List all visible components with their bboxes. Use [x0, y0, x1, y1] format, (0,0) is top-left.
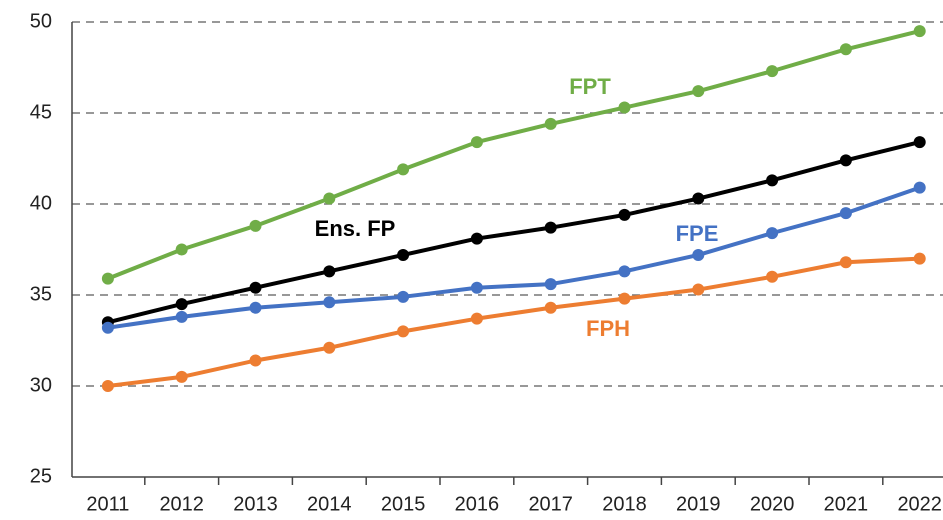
- data-point: [839, 207, 852, 220]
- data-point: [175, 370, 188, 383]
- x-tick-label: 2014: [307, 493, 352, 515]
- x-tick-label: 2021: [824, 493, 869, 515]
- data-point: [544, 301, 557, 314]
- data-point: [397, 325, 410, 338]
- data-point: [249, 354, 262, 367]
- series-line: [107, 140, 921, 325]
- data-point: [470, 136, 483, 149]
- x-tick-label: 2019: [676, 493, 721, 515]
- data-point: [839, 154, 852, 167]
- data-point: [839, 256, 852, 269]
- data-point: [175, 310, 188, 323]
- y-tick-label: 40: [30, 192, 52, 214]
- y-tick-label: 35: [30, 283, 52, 305]
- data-point: [249, 301, 262, 314]
- data-point: [618, 292, 631, 305]
- data-point: [175, 243, 188, 256]
- series-line: [107, 256, 920, 388]
- data-point: [175, 298, 188, 311]
- series-label: FPT: [569, 74, 611, 99]
- data-point: [913, 181, 926, 194]
- data-point: [766, 65, 779, 78]
- data-point: [101, 272, 114, 285]
- x-tick-label: 2022: [897, 493, 942, 515]
- data-point: [913, 25, 926, 38]
- y-tick-label: 50: [30, 10, 52, 32]
- data-point: [323, 341, 336, 354]
- data-point: [913, 136, 926, 149]
- data-point: [544, 117, 557, 130]
- data-point: [839, 43, 852, 56]
- data-point: [766, 270, 779, 283]
- data-point: [323, 192, 336, 205]
- y-tick-label: 45: [30, 101, 52, 123]
- data-point: [766, 174, 779, 187]
- data-point: [618, 208, 631, 221]
- data-point: [397, 290, 410, 303]
- data-point: [323, 265, 336, 278]
- x-tick-label: 2015: [381, 493, 426, 515]
- data-point: [692, 192, 705, 205]
- data-point: [249, 219, 262, 232]
- data-point: [397, 248, 410, 261]
- data-point: [692, 248, 705, 261]
- data-point: [470, 281, 483, 294]
- x-tick-label: 2016: [455, 493, 500, 515]
- x-tick-label: 2011: [86, 493, 129, 515]
- data-point: [101, 380, 114, 392]
- series-label: FPE: [676, 221, 719, 246]
- data-point: [913, 252, 926, 265]
- x-tick-label: 2013: [233, 493, 278, 515]
- data-point: [101, 321, 114, 334]
- x-tick-label: 2020: [750, 493, 795, 515]
- data-point: [470, 232, 483, 245]
- data-point: [397, 163, 410, 176]
- data-point: [766, 227, 779, 240]
- series-line: [107, 185, 921, 330]
- data-point: [470, 312, 483, 325]
- x-tick-label: 2018: [602, 493, 647, 515]
- data-point: [618, 101, 631, 114]
- x-tick-label: 2012: [159, 493, 204, 515]
- data-point: [323, 296, 336, 309]
- data-point: [618, 265, 631, 278]
- series-label: FPH: [586, 316, 630, 341]
- data-point: [544, 278, 557, 291]
- data-point: [692, 283, 705, 296]
- data-point: [544, 221, 557, 234]
- series-line: [107, 29, 921, 281]
- series-label: Ens. FP: [315, 216, 396, 241]
- data-point: [249, 281, 262, 294]
- y-tick-label: 25: [30, 465, 52, 487]
- y-tick-label: 30: [30, 374, 52, 396]
- data-point: [692, 85, 705, 98]
- x-tick-label: 2017: [528, 493, 573, 515]
